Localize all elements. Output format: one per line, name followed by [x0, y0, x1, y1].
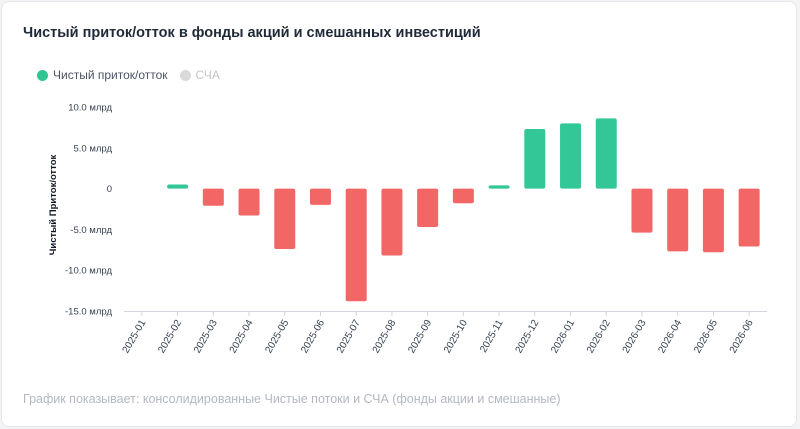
- x-tick-label: 2026-05: [692, 318, 720, 356]
- bar: [381, 188, 403, 256]
- y-tick-label: -10.0 млрд: [65, 266, 112, 277]
- x-tick-label: 2025-06: [299, 318, 327, 356]
- chart-title: Чистый приток/отток в фонды акций и смеш…: [23, 25, 481, 41]
- legend: Чистый приток/отток СЧА: [37, 67, 220, 83]
- x-tick-label: 2025-04: [228, 318, 256, 356]
- y-tick-label: 10.0 млрд: [68, 103, 112, 114]
- x-tick-label: 2026-02: [585, 318, 613, 356]
- x-tick-label: 2026-01: [549, 318, 577, 356]
- bar: [274, 188, 296, 249]
- bar: [702, 188, 724, 253]
- bar: [309, 188, 331, 205]
- bar: [560, 123, 582, 189]
- x-tick-label: 2026-03: [621, 318, 649, 356]
- bar: [167, 184, 189, 189]
- legend-marker-nav: [179, 69, 191, 81]
- bar: [452, 188, 474, 204]
- x-tick-label: 2025-05: [263, 318, 291, 356]
- legend-item-net-flow[interactable]: Чистый приток/отток: [37, 68, 168, 82]
- y-tick-label: 0: [107, 184, 112, 195]
- bar: [631, 188, 653, 233]
- x-tick-label: 2025-07: [335, 318, 363, 356]
- x-tick-label: 2025-08: [371, 318, 399, 356]
- x-tick-label: 2026-06: [728, 318, 756, 356]
- y-tick-label: -15.0 млрд: [65, 307, 112, 318]
- x-tick-label: 2025-01: [121, 318, 149, 356]
- bar: [417, 188, 439, 227]
- legend-item-nav[interactable]: СЧА: [179, 68, 220, 82]
- y-tick-label: 5.0 млрд: [73, 143, 112, 154]
- bar: [595, 118, 617, 189]
- x-tick-label: 2025-02: [156, 318, 184, 356]
- x-tick-label: 2025-09: [406, 318, 434, 356]
- x-tick-label: 2025-10: [442, 318, 470, 356]
- bar: [345, 188, 367, 302]
- chart-caption: График показывает: консолидированные Чис…: [23, 392, 561, 406]
- x-tick-label: 2025-12: [514, 318, 542, 356]
- x-tick-label: 2025-11: [478, 318, 506, 355]
- x-tick-label: 2025-03: [192, 318, 220, 356]
- bar: [524, 129, 546, 189]
- legend-label-nav: СЧА: [195, 68, 220, 82]
- bar: [202, 188, 224, 206]
- bar: [738, 188, 760, 247]
- bar: [667, 188, 689, 252]
- y-axis-label: Чистый Приток/отток: [48, 154, 59, 255]
- legend-label-net-flow: Чистый приток/отток: [53, 68, 168, 82]
- bar: [238, 188, 260, 216]
- bar: [488, 185, 510, 189]
- legend-marker-net-flow: [37, 69, 48, 81]
- x-tick-label: 2026-04: [656, 318, 684, 356]
- y-tick-label: -5.0 млрд: [70, 225, 112, 236]
